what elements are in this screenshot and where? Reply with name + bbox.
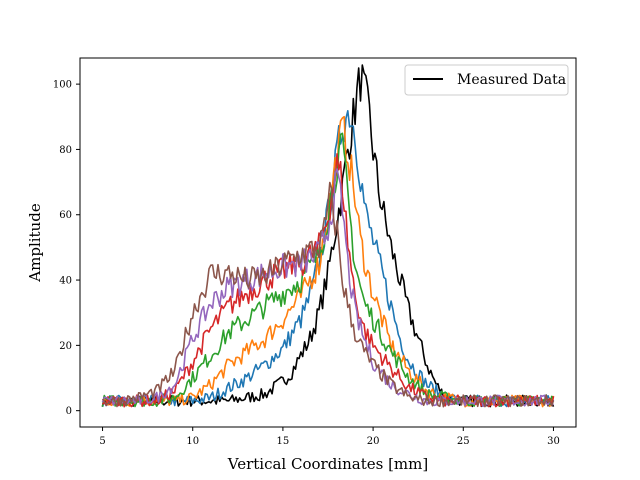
x-tick-label: 15	[277, 436, 290, 447]
y-tick-label: 20	[59, 341, 72, 352]
x-tick-label: 20	[367, 436, 380, 447]
axes-layer: 5 10 15 20 25 30 0 20 40 60 80 100	[53, 57, 577, 447]
legend-label-measured-data: Measured Data	[457, 72, 566, 88]
y-tick-label: 80	[59, 145, 72, 156]
y-tick-label: 0	[66, 406, 72, 417]
line-series-1	[101, 110, 555, 408]
line-series-6	[101, 181, 555, 408]
x-tick-label: 10	[186, 436, 199, 447]
y-tick-label: 100	[53, 80, 72, 91]
x-tick-label: 5	[99, 436, 105, 447]
x-tick-label: 30	[547, 436, 560, 447]
legend: Measured Data	[404, 64, 569, 96]
y-tick-label: 60	[59, 210, 72, 221]
y-tick-label: 40	[59, 276, 72, 287]
line-series-4	[101, 153, 555, 408]
series-layer	[101, 64, 555, 408]
x-tick-label: 25	[457, 436, 470, 447]
line-series-5	[101, 168, 554, 408]
plot-frame	[79, 57, 577, 428]
y-axis-title: Amplitude	[26, 203, 44, 283]
legend-box	[404, 64, 569, 96]
x-axis-title: Vertical Coordinates [mm]	[227, 455, 428, 473]
